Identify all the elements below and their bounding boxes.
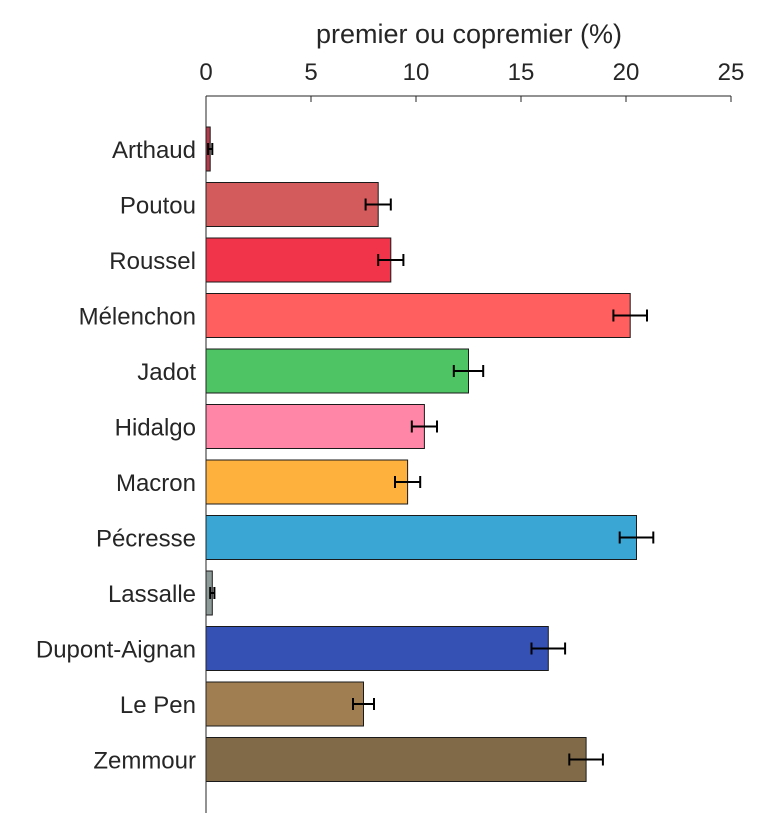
x-tick-label: 15 bbox=[508, 59, 535, 86]
bar bbox=[205, 404, 425, 449]
category-label: Pécresse bbox=[96, 526, 196, 553]
category-label: Poutou bbox=[120, 193, 196, 220]
category-label: Arthaud bbox=[112, 137, 196, 164]
category-label: Zemmour bbox=[93, 748, 196, 775]
bar bbox=[205, 681, 364, 727]
x-axis-ticks: 0 5 10 15 20 25 bbox=[199, 59, 744, 102]
error-bar bbox=[530, 642, 567, 655]
bar bbox=[205, 348, 469, 394]
category-label: Roussel bbox=[109, 248, 196, 275]
error-bar bbox=[209, 587, 216, 599]
bar bbox=[205, 626, 549, 671]
error-bar bbox=[568, 753, 604, 766]
x-tick-label: 20 bbox=[613, 59, 640, 86]
bars bbox=[205, 126, 637, 782]
category-label: Hidalgo bbox=[115, 415, 196, 442]
error-bar bbox=[618, 531, 655, 544]
bar bbox=[205, 737, 587, 782]
x-tick-label: 0 bbox=[199, 59, 212, 86]
bar bbox=[205, 237, 392, 283]
x-axis-title: premier ou copremier (%) bbox=[316, 19, 622, 49]
bar bbox=[205, 182, 379, 227]
x-tick-label: 25 bbox=[718, 59, 745, 86]
x-tick-label: 10 bbox=[403, 59, 430, 86]
x-tick-label: 5 bbox=[304, 59, 317, 86]
error-bar bbox=[364, 198, 392, 211]
category-label: Jadot bbox=[137, 359, 196, 386]
category-label: Le Pen bbox=[120, 692, 196, 719]
category-label: Macron bbox=[116, 470, 196, 497]
error-bar bbox=[452, 365, 485, 377]
category-label: Lassalle bbox=[108, 581, 196, 608]
error-bar bbox=[377, 254, 405, 266]
category-labels: Arthaud Poutou Roussel Mélenchon Jadot Hidalg… bbox=[36, 137, 196, 775]
error-bar bbox=[207, 143, 214, 155]
bar bbox=[205, 293, 631, 338]
bar bbox=[205, 515, 637, 560]
category-label: Dupont-Aignan bbox=[36, 637, 196, 664]
error-bar bbox=[410, 420, 438, 433]
error-bar bbox=[352, 698, 375, 710]
error-bar bbox=[394, 476, 422, 488]
error-bars bbox=[207, 143, 655, 766]
error-bar bbox=[612, 309, 648, 322]
bar bbox=[205, 459, 409, 505]
category-label: Mélenchon bbox=[79, 304, 196, 331]
